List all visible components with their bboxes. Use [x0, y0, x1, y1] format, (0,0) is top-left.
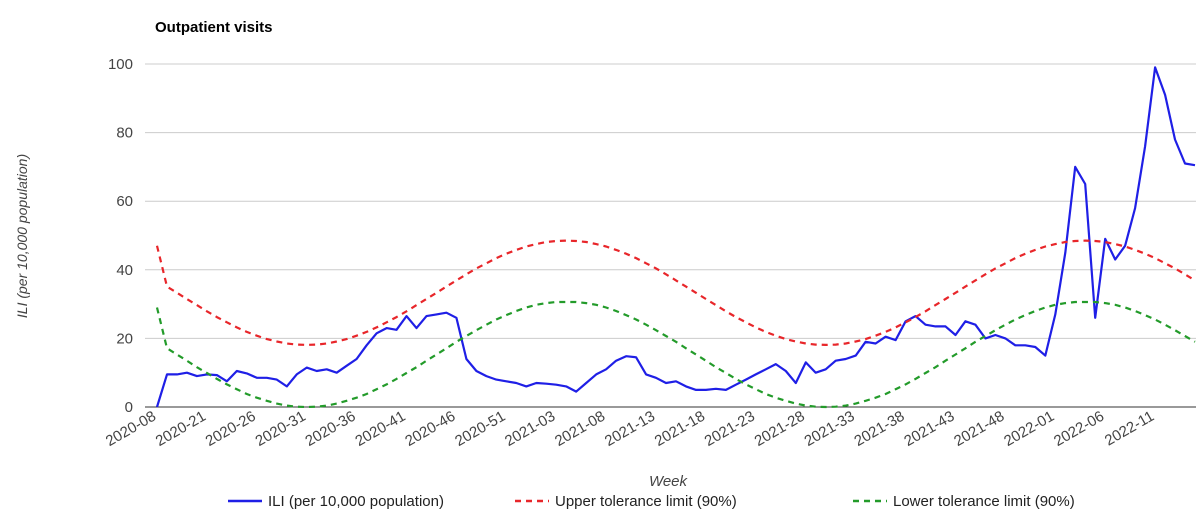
x-tick-label: 2021-33: [801, 408, 857, 450]
y-tick-label: 0: [125, 399, 133, 416]
chart-title: Outpatient visits: [155, 19, 273, 36]
x-tick-label: 2022-06: [1051, 408, 1107, 450]
legend-label: ILI (per 10,000 population): [268, 493, 444, 510]
x-tick-label: 2021-43: [901, 408, 957, 450]
x-tick-label: 2020-21: [153, 408, 209, 450]
x-tick-label: 2022-01: [1001, 408, 1057, 450]
x-tick-label: 2020-46: [402, 408, 458, 450]
series-line: [155, 239, 1196, 346]
x-tick-label: 2021-08: [552, 408, 608, 450]
y-tick-label: 100: [108, 56, 133, 73]
y-axis-title: ILI (per 10,000 population): [14, 154, 30, 318]
x-tick-label: 2021-28: [752, 408, 808, 450]
x-tick-label: 2020-41: [352, 408, 408, 450]
x-tick-label: 2021-13: [602, 408, 658, 450]
x-tick-label: 2020-36: [302, 408, 358, 450]
y-tick-label: 40: [116, 262, 133, 279]
x-tick-label: 2022-11: [1102, 408, 1157, 450]
y-tick-label: 80: [116, 125, 133, 142]
x-tick-label: 2021-38: [851, 408, 907, 450]
series-line: [155, 300, 1196, 409]
x-tick-label: 2020-26: [203, 408, 259, 450]
x-tick-label: 2021-18: [652, 408, 708, 450]
x-tick-label: 2021-23: [702, 408, 758, 450]
legend-label: Lower tolerance limit (90%): [893, 493, 1075, 510]
legend-label: Upper tolerance limit (90%): [555, 493, 737, 510]
y-tick-label: 20: [116, 330, 133, 347]
x-tick-label: 2020-31: [253, 408, 309, 450]
series-line: [155, 66, 1196, 408]
y-tick-label: 60: [116, 193, 133, 210]
x-tick-label: 2020-51: [452, 408, 508, 450]
x-tick-label: 2021-48: [951, 408, 1007, 450]
x-axis-title: Week: [649, 473, 689, 490]
x-tick-label: 2021-03: [502, 408, 558, 450]
